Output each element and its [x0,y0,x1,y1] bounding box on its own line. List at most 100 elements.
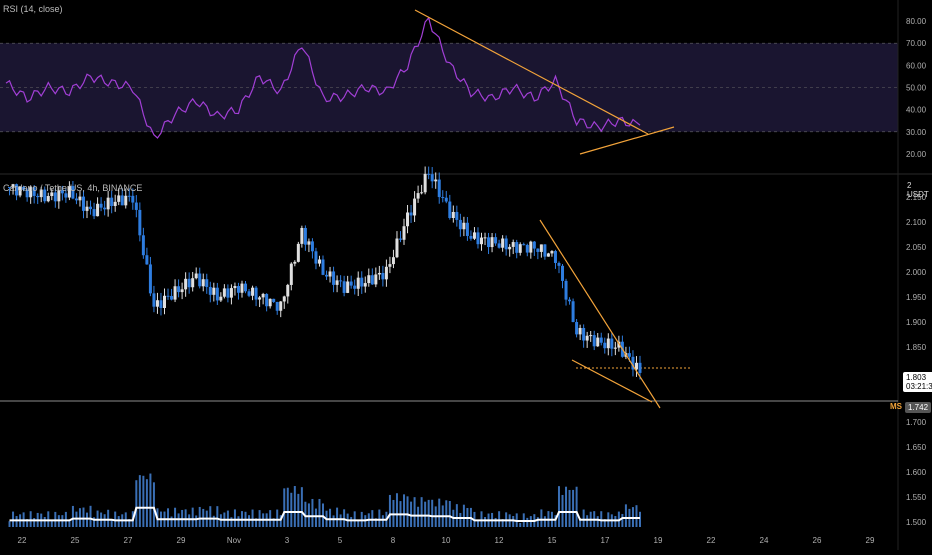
volume-bar [603,519,606,527]
price-tick-label: 2.000 [906,268,927,277]
volume-bar [248,515,251,527]
candle-body [268,298,272,307]
candle-body [279,301,283,311]
candle-body [342,281,346,293]
volume-bar [431,499,434,527]
candle-body [71,186,75,199]
candle-body [564,280,568,300]
volume-bar [43,516,46,527]
candle-body [631,356,635,370]
candle-body [346,281,350,293]
candle-body [57,190,61,202]
rsi-trendline-lower [579,126,675,155]
price-tick-label: 1.650 [906,443,927,452]
candle-body [180,289,184,293]
candle-body [476,232,480,245]
candle-body [539,244,543,252]
volume-bar [388,494,391,527]
volume-bar [15,516,18,527]
volume-bar [191,507,194,527]
volume-bar [212,515,215,527]
candle-body [310,241,314,252]
time-tick-label: 26 [813,536,822,545]
candle-body [553,251,557,263]
volume-bar [167,508,170,527]
volume-bar [381,515,384,527]
volume-bar [512,516,515,527]
candle-body [356,277,360,289]
candle-body [275,301,279,311]
volume-bar [276,509,279,527]
price-tick-label: 1.600 [906,468,927,477]
candle-body [483,237,487,239]
volume-bar [600,511,603,527]
volume-bar [255,518,258,527]
candle-body [177,286,181,293]
volume-bar [314,508,317,527]
candle-body [384,266,388,280]
price-axis: 2.150 2.100 2.050 2.000 1.950 1.900 1.850 1.700… [906,193,927,527]
volume-bar [68,520,71,527]
candle-body [497,243,501,248]
candle-body [381,272,385,280]
candle-body [325,274,329,277]
candle-body [134,202,138,210]
volume-bar [406,496,409,527]
candle-body [395,238,399,258]
candle-body [518,244,522,253]
candle-body [155,300,159,307]
volume-bar [269,510,272,527]
volume-bar [494,517,497,527]
volume-bar [135,480,138,527]
candle-body [92,209,96,217]
volume-bar [93,517,96,527]
candle-body [420,192,424,194]
candle-body [543,244,547,257]
candle-body [64,193,68,198]
candle-body [166,295,170,297]
volume-bar [445,500,448,527]
volume-bar [614,515,617,527]
candle-body [89,206,93,210]
volume-bar [353,511,356,527]
rsi-trendline-upper [414,9,649,135]
time-tick-label: 29 [866,536,875,545]
time-tick-label: 17 [601,536,610,545]
candle-body [557,262,561,266]
volume-bar [297,493,300,527]
volume-bar [50,520,53,527]
candle-body [117,195,121,202]
volume-bar [237,516,240,527]
volume-bar [572,489,575,527]
time-tick-label: Nov [227,536,241,545]
candle-body [212,287,216,295]
candle-body [194,273,198,279]
candle-body [53,192,57,202]
candle-body [469,235,473,239]
candle-body [272,298,276,302]
candle-body [585,335,589,341]
volume-bar [575,486,578,527]
volume-bar [332,515,335,527]
volume-bar [290,492,293,527]
volume-bar [300,487,303,527]
volume-bar [283,488,286,527]
candle-body [208,286,212,295]
candle-body [494,237,498,244]
candle-body [8,187,12,188]
time-tick-label: 29 [177,536,186,545]
candle-body [39,189,43,198]
volume-bar [226,510,229,527]
candle-body [525,244,529,253]
volume-bar [114,511,117,527]
candle-body [15,184,19,196]
candle-body [22,186,26,190]
volume-bar [427,499,430,527]
time-axis: 22 25 27 29 Nov 3 5 8 10 12 15 17 19 22 24 26 29 [18,536,875,545]
rsi-legend: RSI (14, close) [3,4,63,14]
candle-body [85,206,89,211]
candle-body [258,297,262,300]
volume-bar [304,501,307,527]
